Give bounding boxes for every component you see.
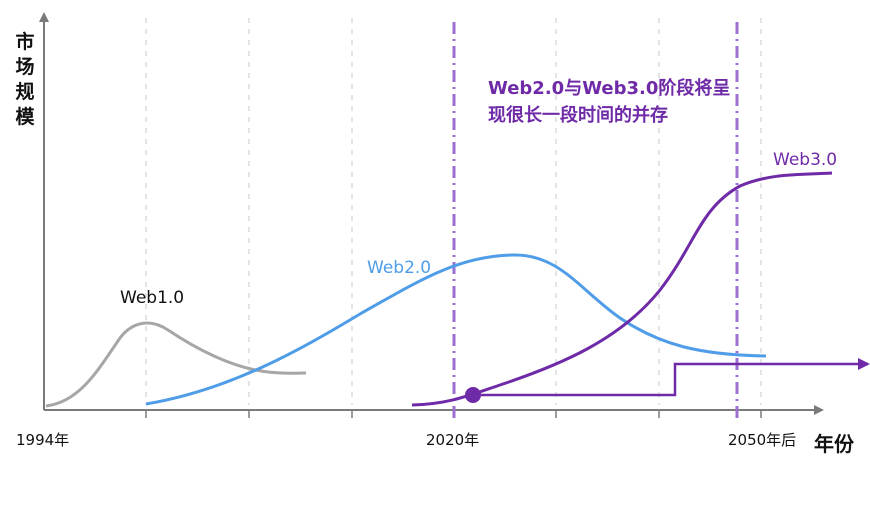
x-axis-label: 年份 — [814, 432, 854, 456]
coexistence-annotation: Web2.0与Web3.0阶段将呈现很长一段时间的并存 — [488, 78, 731, 126]
y-axis-label: 市场规模 — [15, 31, 35, 128]
series-label-web1: Web1.0 — [120, 288, 185, 308]
series-web2-line — [145, 253, 767, 406]
series-label-web3: Web3.0 — [773, 150, 838, 170]
series-label-web2: Web2.0 — [367, 258, 432, 278]
x-tick-label-2020: 2020年 — [426, 431, 480, 449]
web3-start-marker — [465, 387, 481, 403]
web3-step-arrow — [473, 358, 870, 397]
x-tick-label-1994: 1994年 — [16, 431, 70, 449]
x-tick-label-2050: 2050年后 — [728, 431, 797, 449]
series-web1-line — [45, 321, 307, 408]
series-web3-line — [411, 171, 833, 407]
x-ticks — [145, 410, 762, 418]
grid-lines — [145, 18, 762, 405]
